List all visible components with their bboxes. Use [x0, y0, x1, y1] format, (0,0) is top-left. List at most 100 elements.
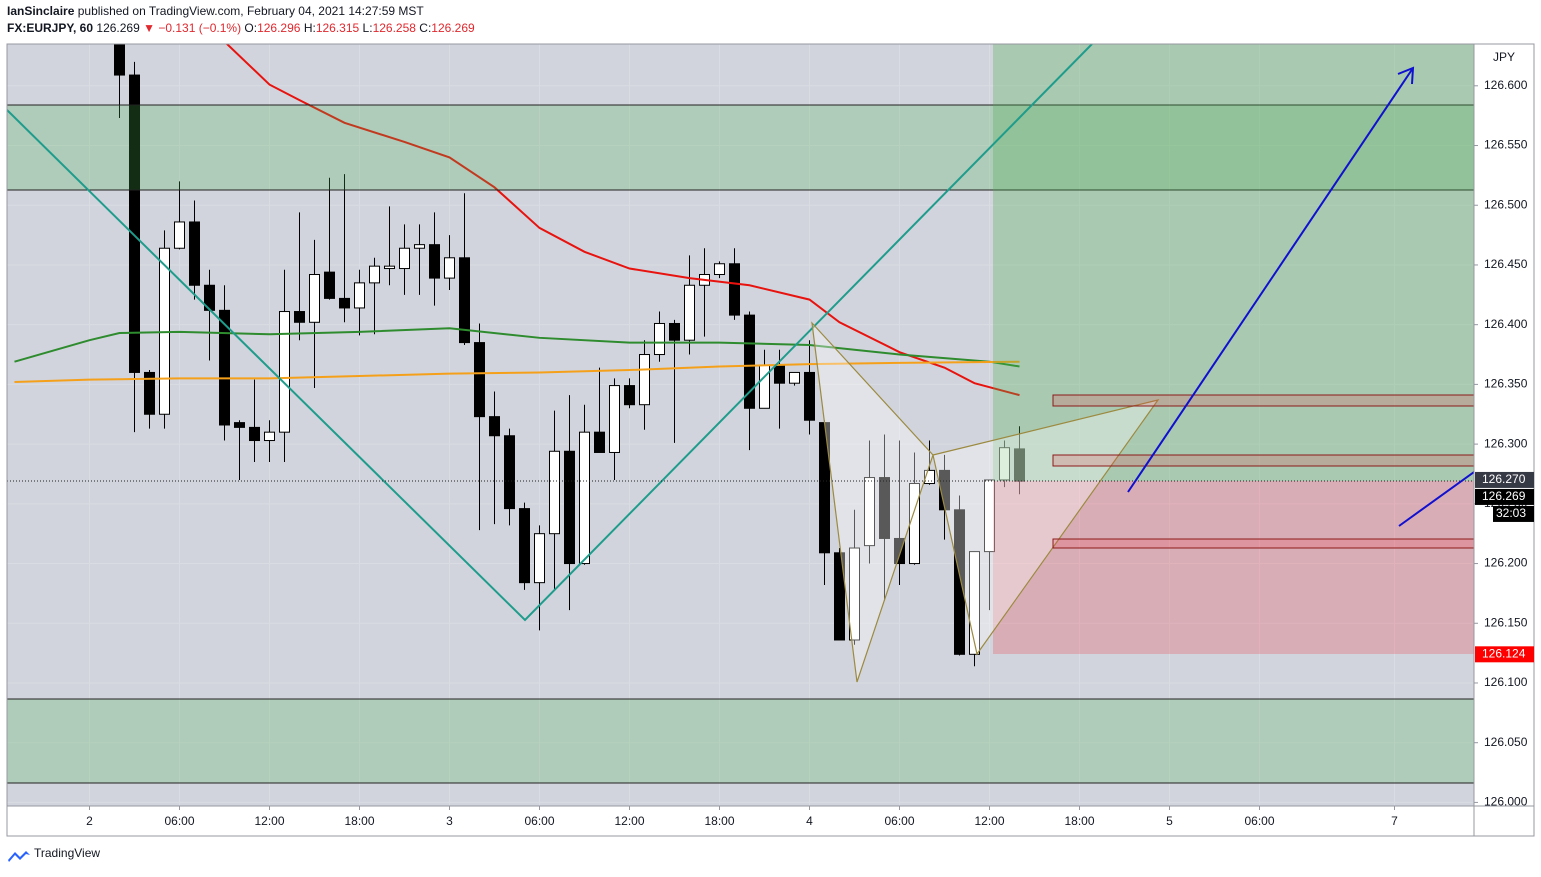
price-badge-label: 126.269: [1482, 489, 1526, 503]
y-tick-label: 126.200: [1484, 556, 1528, 570]
candle-body: [429, 244, 440, 279]
x-tick-label: 06:00: [1244, 814, 1274, 828]
candle-body: [804, 371, 815, 421]
candles: [114, 44, 1025, 667]
candle-body: [774, 364, 785, 384]
moving-average: [14, 327, 1020, 368]
x-tick-label: 12:00: [974, 814, 1004, 828]
candle-body: [294, 311, 305, 323]
y-tick-label: 126.500: [1484, 197, 1528, 211]
level-box: [1052, 538, 1474, 549]
candle-body: [639, 354, 650, 406]
x-tick-label: 06:00: [884, 814, 914, 828]
bottom-zone: [7, 698, 1474, 784]
candle-body: [264, 431, 275, 442]
candle-body: [969, 551, 980, 655]
candle-body: [849, 547, 860, 641]
candle-body: [654, 322, 665, 356]
axes: 126.000 126.050 126.100 126.150 126.200 126.2…: [86, 78, 1534, 828]
x-tick-label: 2: [86, 814, 93, 828]
candle-body: [399, 247, 410, 270]
candle-body: [564, 450, 575, 565]
candle-body: [219, 309, 230, 426]
candle-body: [669, 322, 680, 341]
x-tick-label: 06:00: [524, 814, 554, 828]
candle-body: [489, 416, 500, 437]
pattern-bcd: [932, 399, 1160, 656]
candle-body: [684, 284, 695, 341]
published: published on TradingView.com, February 0…: [78, 4, 425, 18]
symbol-line: FX:EURJPY, 60 126.269 ▼ −0.131 (−0.1%) O…: [7, 21, 475, 35]
y-tick-label: 126.100: [1484, 675, 1528, 689]
x-tick-label: 18:00: [704, 814, 734, 828]
h-label: H:: [304, 21, 316, 35]
target-zone: [993, 44, 1474, 481]
candle-body: [444, 257, 455, 279]
level-box: [1052, 394, 1474, 407]
candle-body: [954, 509, 965, 655]
candle-body: [384, 265, 395, 270]
h-value: 126.315: [316, 21, 360, 35]
candle-body: [189, 221, 200, 286]
candle-body: [174, 221, 185, 249]
price-badge: [1475, 488, 1534, 505]
price-badge: [1475, 471, 1534, 488]
y-tick-label: 126.600: [1484, 78, 1528, 92]
trend-lines: [7, 44, 1093, 622]
drawings: [7, 44, 1474, 784]
candle-body: [129, 74, 140, 373]
y-tick-label: 126.400: [1484, 317, 1528, 331]
price-badge-label: 126.124: [1482, 646, 1526, 660]
last-price: 126.269: [96, 21, 140, 35]
top-zone: [7, 104, 1474, 191]
candle-body: [879, 477, 890, 539]
frame: [6, 43, 1535, 837]
candle-body: [459, 257, 470, 344]
pattern-xab: [811, 321, 934, 683]
candle-body: [609, 385, 620, 453]
l-label: L:: [363, 21, 373, 35]
y-tick-label: 126.350: [1484, 377, 1528, 391]
candle-body: [1014, 448, 1025, 482]
o-label: O:: [244, 21, 257, 35]
candle-body: [864, 477, 875, 547]
candle-body: [999, 447, 1010, 481]
y-tick-label: 126.050: [1484, 735, 1528, 749]
candle-body: [714, 263, 725, 276]
price-badge-label: 126.270: [1482, 472, 1526, 486]
candle-body: [729, 263, 740, 316]
candle-body: [894, 537, 905, 565]
candle-body: [744, 314, 755, 409]
y-tick-label: 126.150: [1484, 615, 1528, 629]
x-tick-label: 4: [806, 814, 813, 828]
candle-body: [519, 508, 530, 584]
o-value: 126.296: [257, 21, 301, 35]
symbol: FX:EURJPY, 60: [7, 21, 93, 35]
x-tick-label: 5: [1166, 814, 1173, 828]
candle-body: [234, 422, 245, 428]
plot-background: [7, 44, 1474, 806]
c-value: 126.269: [431, 21, 475, 35]
candle-body: [924, 469, 935, 485]
candle-body: [534, 533, 545, 584]
candle-body: [309, 274, 320, 323]
y-tick-label: 126.550: [1484, 138, 1528, 152]
level-box: [1052, 454, 1474, 467]
publish-line: IanSinclaire published on TradingView.co…: [7, 4, 424, 18]
arrow-head: [1397, 66, 1415, 85]
candle-body: [984, 479, 995, 553]
candle-body: [594, 431, 605, 453]
x-tick-label: 06:00: [164, 814, 194, 828]
y-tick-label: 126.300: [1484, 436, 1528, 450]
y-tick-label: 126.450: [1484, 257, 1528, 271]
candle-body: [504, 435, 515, 510]
x-tick-label: 12:00: [614, 814, 644, 828]
candle-body: [114, 44, 125, 76]
candle-body: [834, 552, 845, 641]
change: ▼ −0.131 (−0.1%): [143, 21, 241, 35]
stop-zone: [993, 481, 1474, 654]
countdown-badge: [1493, 505, 1534, 522]
c-label: C:: [419, 21, 431, 35]
author: IanSinclaire: [7, 4, 75, 18]
